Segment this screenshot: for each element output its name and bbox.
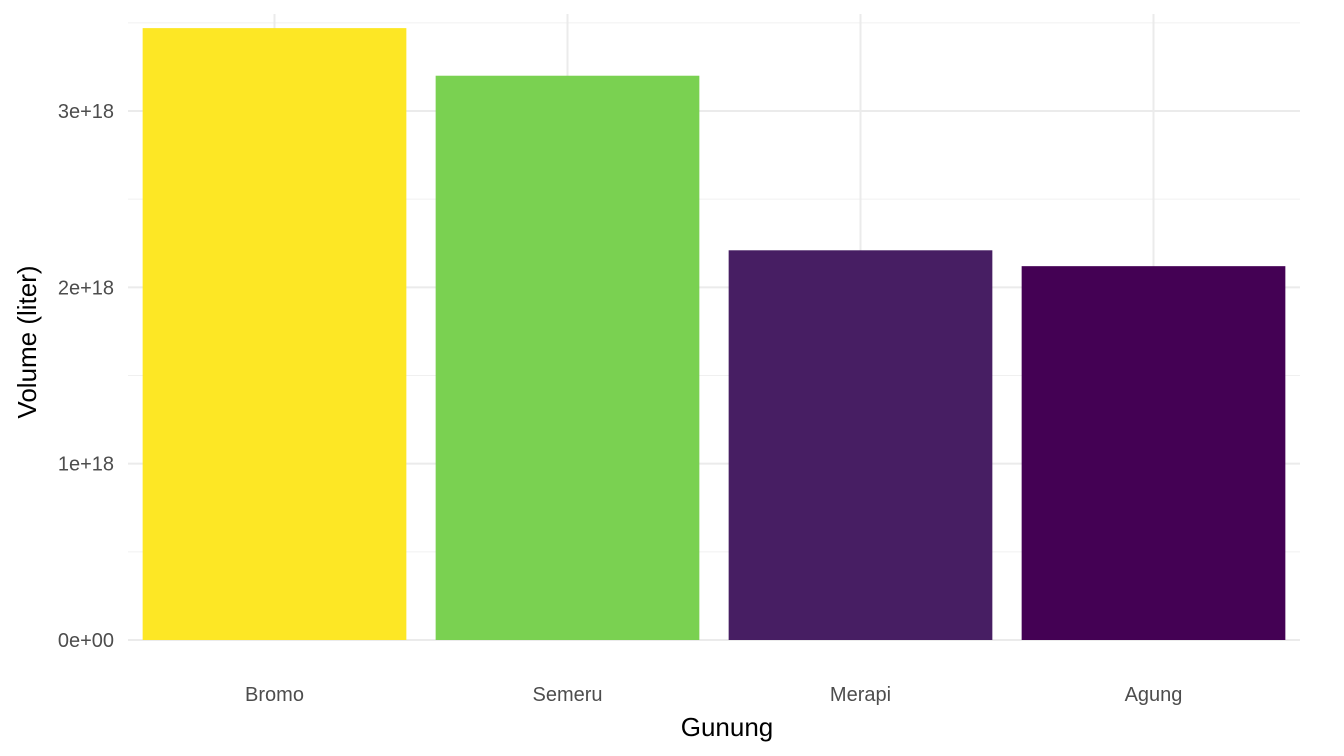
y-axis-title: Volume (liter) [12,265,42,418]
bar-agung [1021,266,1286,640]
y-tick-label: 3e+18 [58,101,114,123]
y-tick-label: 1e+18 [58,454,114,476]
x-tick-label: Merapi [830,684,891,706]
bars [142,28,1286,640]
y-axis-tick-labels: 0e+00 1e+18 2e+18 3e+18 [58,101,114,652]
y-tick-label: 0e+00 [58,630,114,652]
bar-merapi [728,250,993,640]
x-tick-label: Semeru [532,684,602,706]
bar-bromo [142,28,407,640]
bar-semeru [435,75,700,640]
x-axis-tick-labels: Bromo Semeru Merapi Agung [245,684,1182,706]
x-tick-label: Agung [1125,684,1183,706]
x-axis-title: Gunung [681,712,774,742]
x-tick-label: Bromo [245,684,304,706]
y-tick-label: 2e+18 [58,277,114,299]
